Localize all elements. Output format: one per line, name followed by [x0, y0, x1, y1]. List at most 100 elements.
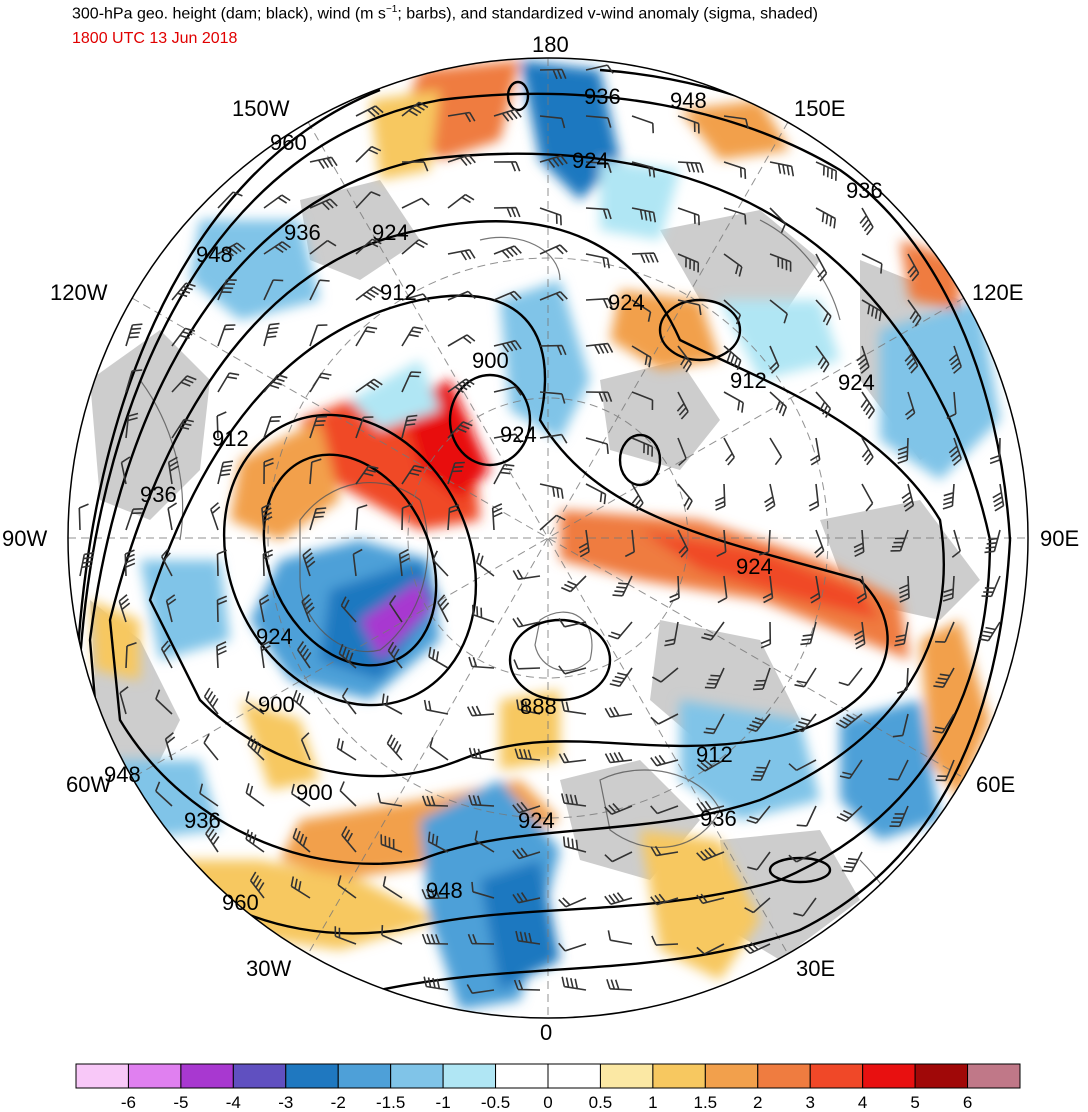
wind-barb: [742, 942, 771, 955]
wind-barb: [245, 829, 265, 853]
wind-barb: [769, 161, 795, 177]
wind-barbs: [78, 64, 1005, 994]
wind-barb: [539, 291, 568, 302]
wind-barb: [744, 897, 771, 914]
wind-barb: [764, 483, 776, 512]
lon-label-150w: 150W: [232, 96, 290, 121]
wind-barb: [292, 827, 311, 853]
wind-barb: [125, 642, 137, 669]
wind-barb: [650, 713, 679, 725]
wind-barb: [301, 594, 315, 623]
wind-barb: [815, 207, 837, 229]
wind-barb: [888, 759, 909, 781]
wind-barb: [907, 253, 920, 282]
wind-barb: [723, 345, 742, 371]
contour-label: 936: [140, 482, 177, 507]
wind-barb: [762, 575, 774, 604]
wind-barb: [160, 548, 173, 577]
wind-barb: [493, 463, 515, 485]
contour-label: 924: [608, 290, 645, 315]
wind-barb: [792, 713, 817, 733]
wind-barb: [677, 299, 702, 316]
wind-barb: [815, 161, 837, 181]
wind-barb: [493, 386, 522, 396]
wind-barb: [389, 595, 403, 623]
wind-barb: [946, 391, 957, 420]
wind-barb: [935, 759, 955, 782]
wind-barb: [203, 687, 219, 715]
wind-barb: [447, 111, 476, 123]
wind-barb: [474, 830, 495, 853]
wind-barb: [401, 239, 428, 255]
wind-barb: [468, 747, 495, 761]
wind-barb: [260, 640, 271, 669]
wind-barb: [835, 713, 863, 729]
wind-barb: [769, 253, 792, 272]
wind-barb: [421, 795, 449, 807]
wind-barb: [447, 154, 476, 167]
wind-barb: [815, 345, 830, 373]
colorbar-tick-label: 1.5: [694, 1093, 718, 1112]
wind-barb: [560, 575, 587, 593]
longitude-labels: 180 0 90W 90E 150W 150E 120W 120E 60W 60…: [2, 32, 1079, 1045]
wind-barb: [539, 68, 567, 80]
wind-barb: [856, 345, 870, 374]
contour-label: 960: [222, 890, 259, 915]
colorbar-swatch: [599, 1063, 654, 1089]
colorbar-tick-label: 3: [805, 1093, 814, 1112]
wind-barb: [512, 847, 541, 860]
wind-barb: [381, 925, 403, 945]
wind-barb: [79, 551, 95, 577]
wind-barb: [125, 369, 143, 393]
contour-label: 924: [256, 624, 293, 649]
wind-barb: [696, 893, 725, 905]
wind-barb: [539, 514, 566, 531]
wind-barb: [890, 529, 909, 552]
colorbar-tick-label: 2: [753, 1093, 762, 1112]
wind-barb: [401, 371, 422, 393]
wind-barb: [562, 836, 587, 853]
wind-barb: [631, 115, 654, 134]
wind-barb: [437, 594, 450, 623]
wind-barb: [932, 713, 955, 734]
wind-barb: [539, 207, 562, 226]
wind-barb: [386, 734, 403, 761]
wind-barb: [578, 529, 590, 558]
wind-barb: [401, 161, 429, 172]
wind-barb: [355, 238, 382, 255]
wind-barb: [493, 161, 521, 172]
contour-label: 912: [380, 280, 417, 305]
colorbar-swatch: [862, 1063, 916, 1089]
wind-barb: [809, 575, 821, 604]
wind-barb: [677, 207, 700, 226]
wind-barb: [585, 115, 612, 128]
wind-barb: [561, 700, 587, 715]
wind-barb: [676, 391, 689, 420]
lon-label-150e: 150E: [794, 96, 845, 121]
contour-label: 936: [284, 220, 321, 245]
contour-label: 912: [212, 426, 249, 451]
wind-barb: [216, 549, 228, 577]
wind-barb: [355, 191, 381, 209]
wind-barb: [989, 437, 1001, 465]
wind-barb: [401, 293, 430, 303]
title-superscript: −1: [385, 4, 398, 15]
wind-barb: [125, 508, 144, 531]
wind-barb: [539, 391, 566, 404]
colorbar-swatch: [337, 1063, 392, 1089]
wind-barb: [539, 155, 568, 168]
wind-barb: [935, 621, 955, 643]
wind-barb: [355, 465, 379, 485]
wind-barb: [696, 943, 725, 955]
contour-label: 924: [500, 422, 537, 447]
wind-barb: [160, 640, 173, 669]
wind-barb: [558, 752, 587, 764]
wind-barb: [401, 326, 424, 347]
wind-barb: [794, 667, 817, 688]
wind-barb: [677, 529, 689, 558]
wind-barb: [216, 595, 228, 623]
wind-barb: [471, 881, 495, 899]
wind-barb: [604, 706, 633, 718]
wind-barb: [165, 594, 177, 623]
